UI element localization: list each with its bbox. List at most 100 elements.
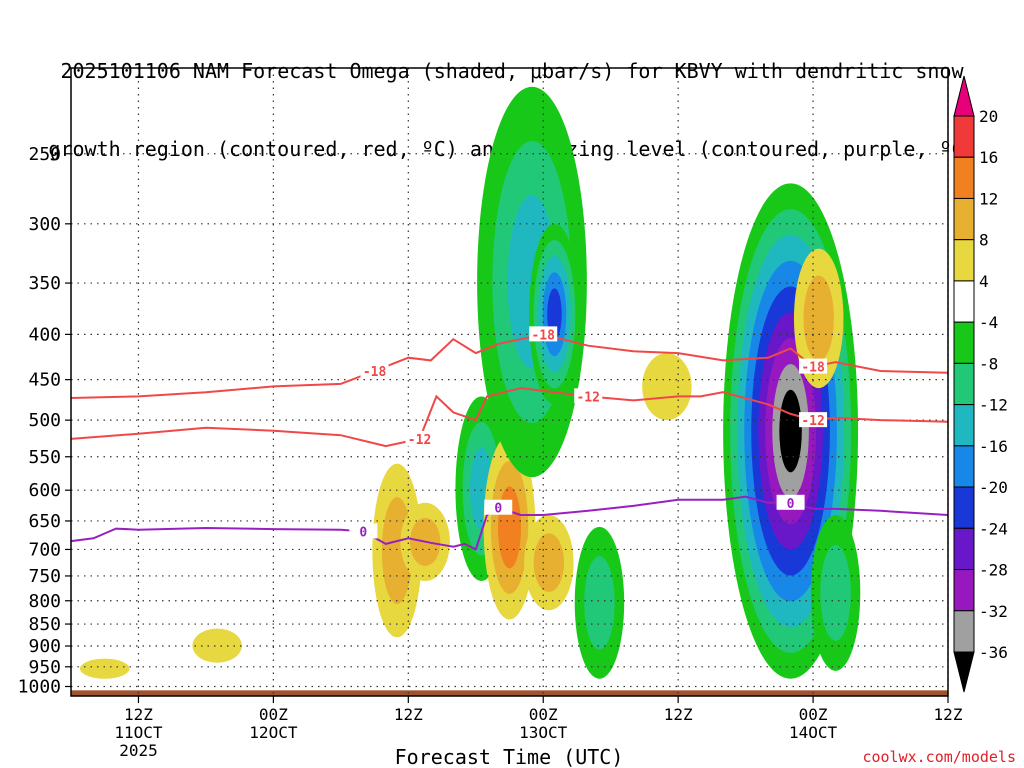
contour-label-bg [360,363,389,379]
omega-colorbar: 20 16 12 8 4 -4 -8 -12 -16 -20 -24 -28 -32 -36 [953,75,1008,693]
colorbar-segment [953,362,975,406]
colorbar-level-label: 4 [979,272,989,291]
pressure-tick-label: 1000 [18,677,61,698]
contour-label-bg [776,494,805,510]
omega-shade-ring [533,533,565,592]
colorbar-level-label: 16 [979,148,998,167]
colorbar-segment [953,404,975,447]
colorbar-segment [953,280,975,323]
pressure-axis: 2503003504004505005506006507007508008509… [18,144,71,698]
contour-label-bg [799,358,828,374]
colorbar-level-label: -8 [979,354,998,373]
pressure-tick-label: 600 [28,480,61,501]
ground-band [71,690,948,696]
omega-shade-ring [803,275,834,362]
colorbar-segment [953,115,975,158]
colorbar-segment [953,527,975,571]
colorbar-level-label: -24 [979,519,1008,538]
colorbar-level-label: -12 [979,396,1008,415]
contour-line [71,387,948,448]
contour-label: -12 [801,414,824,429]
colorbar-level-label: -36 [979,643,1008,662]
pressure-tick-label: 750 [28,566,61,587]
colorbar-segment [953,197,975,241]
pressure-tick-label: 950 [28,657,61,678]
time-tick-label: 00Z [799,705,828,724]
contour-label-bg [574,388,603,404]
pressure-tick-label: 900 [28,636,61,657]
time-tick-label: 12OCT [249,723,298,742]
contour-line [71,333,948,399]
pressure-tick-label: 700 [28,539,61,560]
time-tick-label: 00Z [259,705,288,724]
contour-label: -18 [363,365,387,380]
contour-label: 0 [359,525,367,540]
time-tick-label: 14OCT [789,723,838,742]
pressure-tick-label: 300 [28,214,61,235]
x-axis-label: Forecast Time (UTC) [395,745,624,768]
colorbar-level-label: 12 [979,189,998,208]
time-tick-label: 11OCT [114,723,163,742]
time-tick-label: 2025 [119,741,158,760]
omega-feature [524,515,574,611]
plot-frame [70,67,949,697]
colorbar-segment [953,486,975,529]
time-tick-label: 12Z [934,705,963,724]
temperature-contours: -18 -18 -18 -12 -12 -12 0 0 0 [71,326,948,551]
time-tick-label: 12Z [394,705,423,724]
contour-label-bg [405,430,434,446]
contour-label: -18 [801,361,825,376]
pressure-tick-label: 350 [28,273,61,294]
pressure-tick-label: 250 [28,144,61,165]
pressure-tick-label: 800 [28,591,61,612]
omega-feature [192,628,242,663]
colorbar-level-label: -16 [979,437,1008,456]
contour-label-bg [484,499,513,515]
colorbar-segment [953,445,975,488]
colorbar-top-arrow [953,75,975,117]
pressure-tick-label: 400 [28,324,61,345]
omega-shade-ring [584,556,615,650]
colorbar-level-label: -32 [979,602,1008,621]
ground-surface-band [71,690,948,696]
pressure-tick-label: 450 [28,370,61,391]
contour-line [71,495,948,551]
pressure-tick-label: 850 [28,614,61,635]
contour-label: -18 [531,328,555,343]
time-tick-label: 13OCT [519,723,568,742]
omega-feature [642,353,692,421]
colorbar-segment [953,569,975,612]
omega-shade-ring [642,353,692,421]
omega-feature [574,526,625,679]
colorbar-level-label: -28 [979,561,1008,580]
contour-label: -12 [408,433,431,448]
pressure-tick-label: 550 [28,447,61,468]
chart-title-line-1: 2025101106 NAM Forecast Omega (shaded, μ… [60,59,964,83]
contour-label: -12 [576,390,599,405]
time-tick-label: 12Z [664,705,693,724]
colorbar-segment [953,321,975,364]
omega-shaded-field [79,86,861,679]
omega-feature [810,515,861,671]
contour-label: 0 [494,502,502,517]
pressure-tick-label: 650 [28,511,61,532]
omega-feature [483,435,536,620]
omega-shade-ring [779,389,802,473]
colorbar-level-label: -4 [979,313,998,332]
colorbar-level-label: 8 [979,231,989,250]
colorbar-segment [953,156,975,199]
omega-feature [529,223,580,405]
colorbar-bottom-arrow [953,651,975,693]
pressure-tick-label: 500 [28,410,61,431]
contour-label-bg [349,523,378,539]
time-tick-label: 12Z [124,705,153,724]
contour-label-bg [799,412,828,428]
omega-shade-ring [820,544,851,641]
time-tick-label: 00Z [529,705,558,724]
colorbar-level-label: -20 [979,478,1008,497]
colorbar-segment [953,610,975,653]
omega-shade-ring [497,486,522,569]
omega-shade-ring [192,628,242,663]
